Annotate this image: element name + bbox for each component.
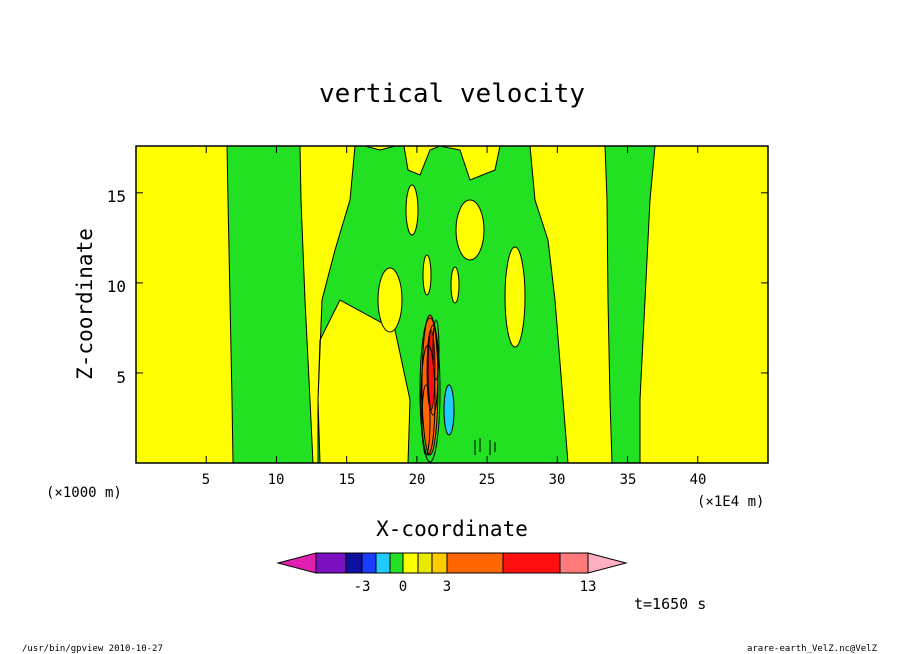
chart-title: vertical velocity bbox=[319, 79, 585, 109]
yellow-island-5 bbox=[422, 254, 432, 296]
x-tick-label: 10 bbox=[268, 472, 285, 488]
footer-right: arare-earth_VelZ.nc@VelZ bbox=[747, 644, 878, 654]
x-tick-label: 5 bbox=[202, 472, 210, 488]
x-unit-right: (×1E4 m) bbox=[697, 494, 764, 510]
x-unit-left: (×1000 m) bbox=[46, 485, 122, 501]
colorbar-swatch bbox=[417, 552, 433, 574]
colorbar-min-arrow bbox=[276, 552, 317, 574]
x-ticks bbox=[205, 146, 699, 463]
x-tick-label: 40 bbox=[690, 472, 707, 488]
colorbar-swatch bbox=[402, 552, 419, 574]
colorbar bbox=[276, 552, 628, 574]
x-axis-title: X-coordinate bbox=[376, 517, 528, 541]
colorbar-label: 13 bbox=[580, 579, 597, 595]
colorbar-swatch bbox=[431, 552, 448, 574]
y-tick-label: 10 bbox=[107, 277, 126, 296]
y-tick-labels: 5 10 15 bbox=[107, 187, 126, 387]
colorbar-swatch bbox=[389, 552, 404, 574]
x-tick-labels: 5 10 15 20 25 30 35 40 bbox=[202, 472, 707, 488]
yellow-island-6 bbox=[450, 266, 460, 304]
colorbar-swatch bbox=[559, 552, 589, 574]
colorbar-swatch bbox=[345, 552, 363, 574]
yellow-island-2 bbox=[377, 267, 403, 333]
y-tick-label: 15 bbox=[107, 187, 126, 206]
colorbar-swatch bbox=[361, 552, 377, 574]
y-tick-label: 5 bbox=[116, 368, 126, 387]
cyan-downdraft bbox=[443, 384, 455, 436]
green-band-left bbox=[226, 145, 314, 464]
colorbar-swatch bbox=[446, 552, 504, 574]
colorbar-label: -3 bbox=[354, 579, 371, 595]
yellow-island-3 bbox=[455, 199, 485, 261]
colorbar-label: 0 bbox=[399, 579, 407, 595]
colorbar-swatch bbox=[375, 552, 391, 574]
colorbar-swatch bbox=[315, 552, 347, 574]
x-tick-label: 25 bbox=[479, 472, 496, 488]
y-ticks bbox=[136, 192, 768, 374]
plot-area bbox=[135, 145, 769, 464]
yellow-island-1 bbox=[504, 246, 526, 348]
time-label: t=1650 s bbox=[634, 595, 706, 613]
footer-left: /usr/bin/gpview 2010-10-27 bbox=[22, 644, 163, 654]
plot-frame bbox=[135, 145, 769, 464]
x-tick-label: 20 bbox=[409, 472, 426, 488]
x-tick-label: 35 bbox=[620, 472, 637, 488]
x-tick-label: 15 bbox=[339, 472, 356, 488]
colorbar-label: 3 bbox=[443, 579, 451, 595]
colorbar-tick-labels: -3 0 3 13 bbox=[354, 579, 597, 595]
y-axis-title: Z-coordinate bbox=[73, 228, 97, 380]
colorbar-swatch bbox=[502, 552, 561, 574]
dense-contours bbox=[419, 317, 496, 463]
x-tick-label: 30 bbox=[549, 472, 566, 488]
colorbar-max-arrow bbox=[587, 552, 628, 574]
yellow-island-4 bbox=[405, 184, 419, 236]
